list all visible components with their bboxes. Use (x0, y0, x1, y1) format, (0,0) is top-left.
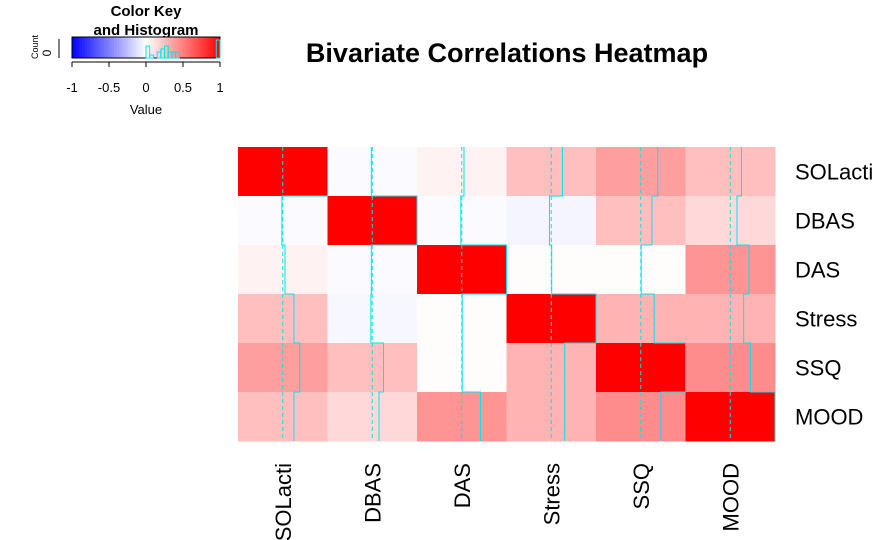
color-key-step (109, 37, 112, 58)
row-label-DBAS: DBAS (795, 209, 855, 234)
color-key-step (180, 37, 184, 58)
trace-line-SOLacti (281, 147, 328, 441)
color-key-tick-label: -1 (66, 80, 78, 95)
trace-line-SSQ (640, 147, 686, 441)
color-key-step (155, 37, 159, 58)
color-key-step (187, 37, 191, 58)
column-label-SOLacti: SOLacti (271, 463, 296, 540)
color-key-step (84, 37, 88, 58)
color-key-step (202, 37, 206, 58)
color-key-step (131, 37, 135, 58)
color-key-step (158, 37, 162, 58)
color-key-step (143, 37, 147, 58)
color-key-step (91, 37, 95, 58)
histogram-bar (149, 54, 154, 59)
color-key-step (113, 37, 117, 58)
row-labels: SOLacti DBAS DAS Stress SSQ MOOD (795, 160, 873, 430)
row-label-MOOD: MOOD (795, 405, 863, 430)
color-key-step (138, 37, 142, 58)
color-key-step (136, 37, 139, 58)
row-label-SSQ: SSQ (795, 356, 841, 381)
color-key-step (76, 37, 80, 58)
column-label-DAS: DAS (450, 463, 475, 508)
color-key-step (126, 37, 130, 58)
color-key-step (153, 37, 157, 58)
color-key-tick-label: 1 (216, 80, 223, 95)
column-labels: SOLacti DBAS DAS Stress SSQ MOOD (271, 463, 744, 540)
color-key-step (133, 37, 137, 58)
color-key-step (104, 37, 107, 58)
color-key-title-line1: Color Key (111, 3, 183, 20)
chart-title: Bivariate Correlations Heatmap (306, 38, 708, 68)
color-key-step (173, 37, 176, 58)
histogram-bar (175, 51, 180, 59)
column-label-DBAS: DBAS (360, 463, 385, 523)
color-key-title-line2: and Histogram (93, 22, 198, 39)
color-key-step (94, 37, 98, 58)
color-key-step (178, 37, 181, 58)
color-key-step (210, 37, 213, 58)
color-key-ytick: 0 (40, 49, 54, 56)
column-label-Stress: Stress (539, 463, 564, 525)
color-key-step (200, 37, 204, 58)
color-key-step (168, 37, 172, 58)
color-key-ylabel: Count (30, 35, 40, 60)
color-key-step (175, 37, 179, 58)
color-key-step (118, 37, 122, 58)
color-key-step (79, 37, 83, 58)
row-label-Stress: Stress (795, 307, 857, 332)
color-key-step (86, 37, 90, 58)
heatmap-traces (281, 147, 776, 441)
color-key-tick-label: 0.5 (174, 80, 192, 95)
color-key-step (123, 37, 127, 58)
color-key-step (111, 37, 115, 58)
color-key-step (192, 37, 196, 58)
color-key-step (74, 37, 78, 58)
color-key-step (183, 37, 186, 58)
color-key-xlabel: Value (130, 102, 162, 117)
trace-line-DAS (460, 147, 507, 441)
color-key-step (170, 37, 174, 58)
histogram-bar (215, 39, 221, 59)
trace-line-Stress (548, 147, 597, 441)
color-key-step (81, 37, 85, 58)
color-key-step (101, 37, 105, 58)
color-key-step (165, 37, 169, 58)
color-key-step (205, 37, 209, 58)
color-key-step (89, 37, 93, 58)
color-key-step (128, 37, 132, 58)
color-key-step (121, 37, 125, 58)
row-label-SOLacti: SOLacti (795, 160, 873, 185)
column-label-SSQ: SSQ (629, 463, 654, 509)
color-key-step (72, 37, 75, 58)
color-key-step (160, 37, 164, 58)
color-key-step (116, 37, 120, 58)
color-key-step (190, 37, 194, 58)
color-key-step (141, 37, 144, 58)
color-key-axis: -1 -0.5 0 0.5 1 (58, 39, 224, 95)
color-key-step (197, 37, 201, 58)
color-key-step (185, 37, 189, 58)
color-key-histogram (145, 39, 221, 59)
color-key-step (212, 37, 216, 58)
column-label-MOOD: MOOD (718, 463, 743, 531)
color-key-step (150, 37, 154, 58)
trace-line-MOOD (736, 147, 776, 441)
color-key-step (217, 37, 221, 58)
color-key-step (106, 37, 110, 58)
color-key-tick-label: -0.5 (98, 80, 120, 95)
color-key-step (207, 37, 211, 58)
color-key-step (96, 37, 100, 58)
color-key-step (99, 37, 102, 58)
color-key: Color Key and Histogram -1 -0.5 0 0.5 1 Valu… (30, 3, 224, 117)
row-label-DAS: DAS (795, 258, 840, 283)
color-key-step (146, 37, 149, 58)
trace-line-DBAS (370, 147, 418, 441)
color-key-tick-label: 0 (142, 80, 149, 95)
histogram-bar (145, 45, 151, 59)
color-key-step (195, 37, 199, 58)
